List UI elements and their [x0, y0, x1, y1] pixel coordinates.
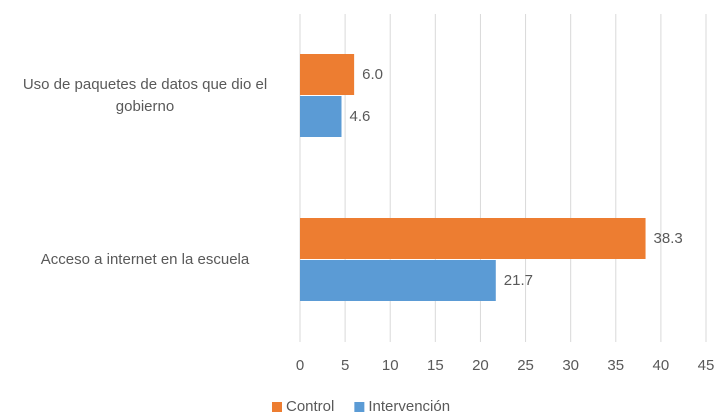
category-label: Acceso a internet en la escuela — [40, 251, 250, 268]
x-tick-label: 0 — [296, 357, 304, 374]
legend-label: Intervención — [368, 398, 450, 415]
value-label: 38.3 — [654, 230, 683, 247]
value-label: 6.0 — [362, 66, 383, 83]
legend-swatch — [272, 402, 282, 412]
x-tick-label: 10 — [382, 357, 399, 374]
legend-swatch — [354, 402, 365, 412]
value-label: 21.7 — [504, 272, 533, 289]
x-tick-label: 20 — [472, 357, 489, 374]
bar — [300, 218, 646, 259]
bar — [300, 260, 496, 301]
bar — [300, 54, 355, 95]
x-tick-label: 40 — [653, 357, 670, 374]
category-label: Uso de paquetes de datos que dio el gobi… — [22, 76, 268, 115]
bar — [300, 96, 342, 137]
x-tick-label: 45 — [698, 357, 715, 374]
x-tick-label: 35 — [607, 357, 624, 374]
legend-label: Control — [286, 398, 334, 415]
x-tick-label: 25 — [517, 357, 534, 374]
x-tick-label: 5 — [341, 357, 349, 374]
value-label: 4.6 — [350, 108, 371, 125]
x-tick-label: 30 — [562, 357, 579, 374]
x-tick-label: 15 — [427, 357, 444, 374]
